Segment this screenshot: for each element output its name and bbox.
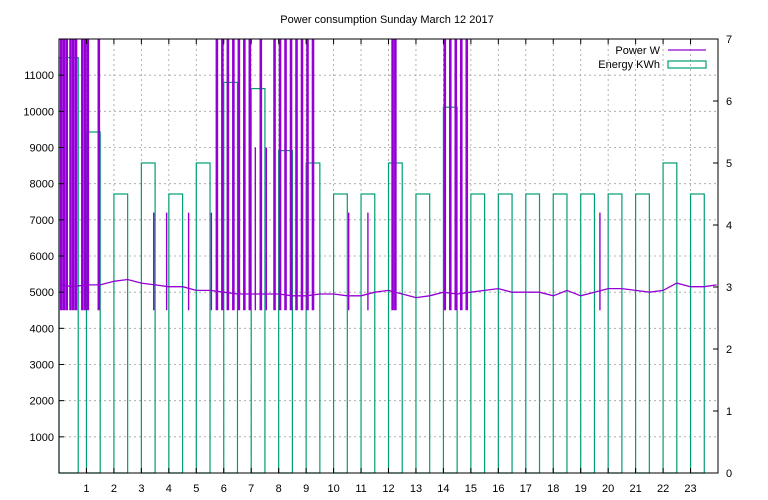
x-tick-label: 9 bbox=[303, 483, 309, 495]
y2-tick-label: 1 bbox=[726, 406, 732, 418]
y-tick-label: 6000 bbox=[30, 251, 54, 263]
power-line bbox=[60, 278, 717, 299]
x-tick-label: 18 bbox=[547, 483, 559, 495]
energy-bar bbox=[607, 193, 623, 474]
y-tick-label: 5000 bbox=[30, 287, 54, 299]
y-tick-label: 3000 bbox=[30, 360, 54, 372]
energy-bar bbox=[140, 162, 156, 474]
x-tick-label: 21 bbox=[630, 483, 642, 495]
energy-bar bbox=[223, 81, 239, 474]
y2-tick-label: 7 bbox=[726, 34, 732, 46]
power-series bbox=[59, 39, 717, 311]
y-tick-label: 7000 bbox=[30, 215, 54, 227]
y2-tick-label: 2 bbox=[726, 344, 732, 356]
y2-tick-label: 5 bbox=[726, 158, 732, 170]
x-tick-label: 12 bbox=[382, 483, 394, 495]
energy-bar bbox=[497, 193, 513, 474]
y-tick-label: 2000 bbox=[30, 396, 54, 408]
y2-tick-label: 0 bbox=[726, 468, 732, 480]
axes: 1 2 3 4 5 6 7 8 9 10 11 12 13 14 15 16 17 18 19 20 21 22 23100… bbox=[23, 34, 732, 495]
x-tick-label: 6 bbox=[221, 483, 227, 495]
y-tick-label: 11000 bbox=[24, 70, 54, 82]
energy-bar bbox=[113, 193, 129, 474]
x-tick-label: 8 bbox=[276, 483, 282, 495]
energy-bar bbox=[195, 162, 211, 474]
x-tick-label: 7 bbox=[248, 483, 254, 495]
energy-bar bbox=[250, 87, 266, 474]
x-tick-label: 13 bbox=[410, 483, 422, 495]
x-tick-label: 11 bbox=[355, 483, 366, 495]
x-tick-label: 23 bbox=[684, 483, 696, 495]
x-tick-label: 10 bbox=[327, 483, 339, 495]
energy-bar bbox=[635, 193, 650, 474]
x-tick-label: 17 bbox=[520, 483, 532, 495]
y2-tick-label: 4 bbox=[726, 220, 732, 232]
x-tick-label: 16 bbox=[492, 483, 504, 495]
energy-bar bbox=[552, 193, 568, 474]
energy-series bbox=[58, 56, 705, 474]
x-tick-label: 14 bbox=[437, 483, 449, 495]
x-tick-label: 22 bbox=[657, 483, 669, 495]
y2-tick-label: 3 bbox=[726, 282, 732, 294]
energy-bar bbox=[525, 193, 541, 474]
y2-tick-label: 6 bbox=[726, 96, 732, 108]
energy-bar bbox=[662, 162, 678, 474]
y-tick-label: 1000 bbox=[30, 432, 54, 444]
x-tick-label: 4 bbox=[166, 483, 172, 495]
energy-bar bbox=[415, 193, 431, 474]
legend: Power W Energy KWh bbox=[598, 45, 707, 71]
y-tick-label: 10000 bbox=[23, 106, 54, 118]
x-tick-label: 19 bbox=[575, 483, 587, 495]
x-tick-label: 5 bbox=[193, 483, 199, 495]
legend-swatch-energy bbox=[667, 60, 707, 69]
y-tick-label: 4000 bbox=[30, 323, 54, 335]
x-tick-label: 1 bbox=[83, 483, 89, 495]
x-tick-label: 2 bbox=[111, 483, 117, 495]
energy-bar bbox=[470, 193, 486, 474]
x-tick-label: 20 bbox=[602, 483, 614, 495]
energy-bar bbox=[168, 193, 184, 474]
y-tick-label: 8000 bbox=[30, 179, 54, 191]
energy-bar bbox=[689, 193, 705, 474]
chart-title: Power consumption Sunday March 12 2017 bbox=[280, 14, 493, 26]
x-tick-label: 3 bbox=[138, 483, 144, 495]
energy-bar bbox=[332, 193, 348, 474]
y-tick-label: 9000 bbox=[30, 143, 54, 155]
x-tick-label: 15 bbox=[465, 483, 477, 495]
legend-label-energy: Energy KWh bbox=[598, 59, 660, 71]
energy-bar bbox=[580, 193, 596, 474]
legend-label-power: Power W bbox=[615, 45, 660, 57]
